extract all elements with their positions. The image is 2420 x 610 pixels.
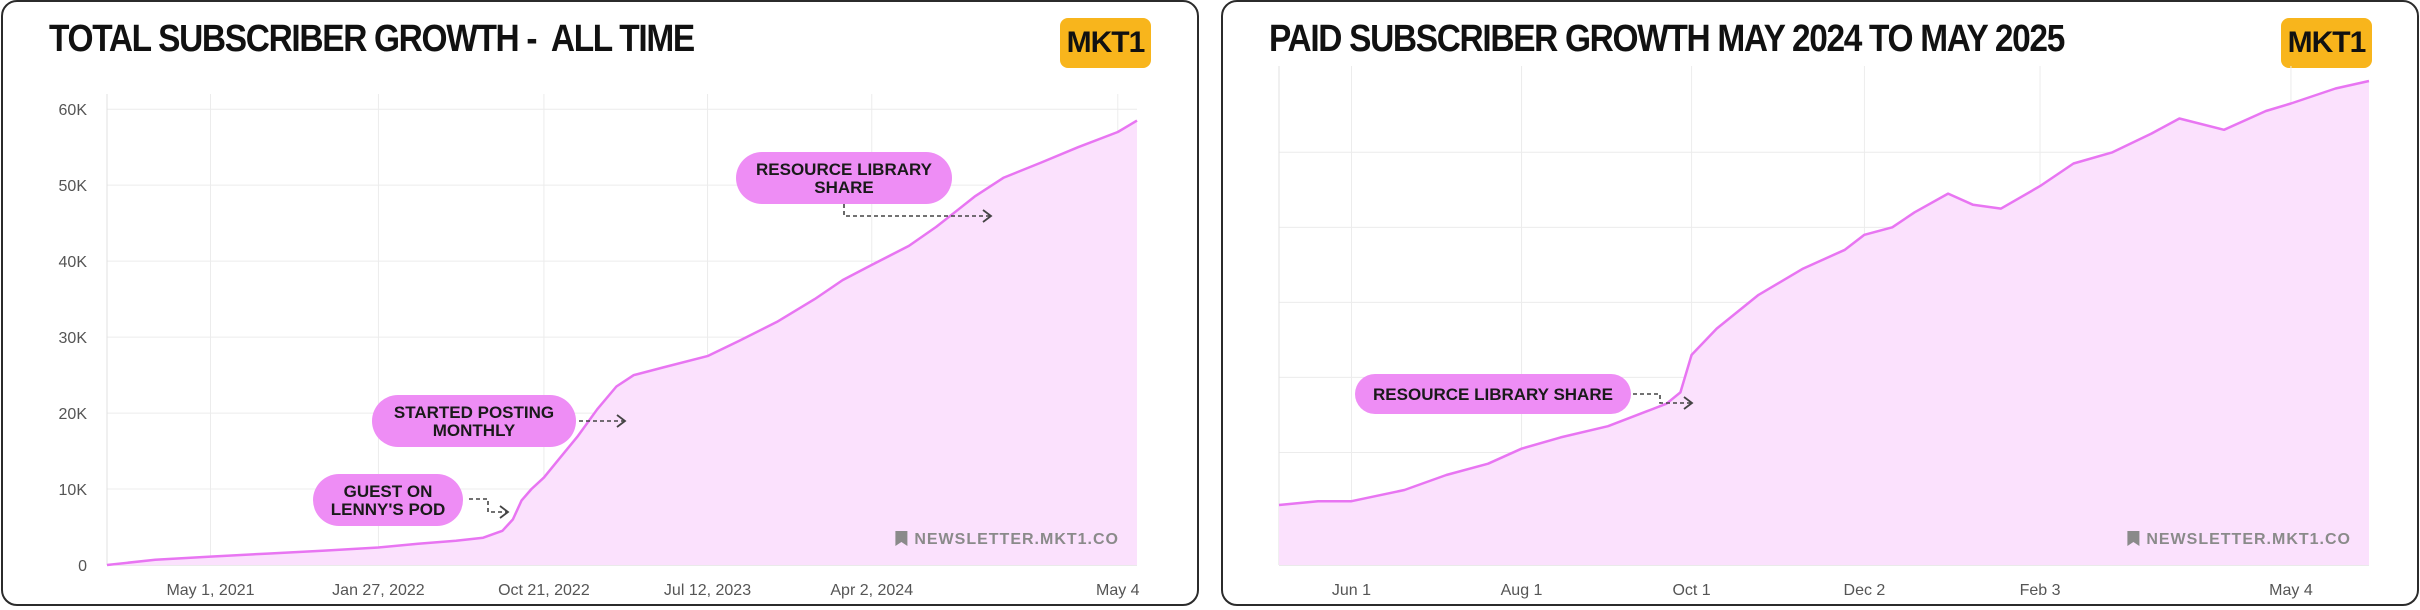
annotation-arrowhead [982,209,993,223]
x-tick-label: Apr 2, 2024 [830,582,913,599]
x-tick-label: Aug 1 [1501,582,1543,599]
annotation-arrowhead [616,414,627,428]
x-tick-label: Jan 27, 2022 [332,582,425,599]
annotation-label: SHARE [814,178,874,197]
chart-title: TOTAL SUBSCRIBER GROWTH - ALL TIME [49,18,695,60]
mkt1-logo: MKT1 [2281,18,2372,68]
paid-subscriber-chart-panel: PAID SUBSCRIBER GROWTH MAY 2024 TO MAY 2… [1221,0,2419,606]
annotation-arrow-line [843,204,991,217]
annotation-label: RESOURCE LIBRARY SHARE [1373,385,1613,404]
chart-title: PAID SUBSCRIBER GROWTH MAY 2024 TO MAY 2… [1269,18,2065,60]
annotation-label: RESOURCE LIBRARY [756,160,933,179]
y-tick-label: 50K [59,178,88,195]
x-tick-label: May 4 [2269,582,2313,599]
annotation-arrowhead [1683,396,1694,410]
x-tick-label: May 1, 2021 [166,582,254,599]
series-area [1279,81,2369,565]
x-tick-label: Dec 2 [1844,582,1886,599]
mkt1-logo: MKT1 [1060,18,1151,68]
y-tick-label: 0 [78,558,87,575]
annotation-pill [313,474,463,526]
total-subscriber-growth-plot: May 1, 2021 Jan 27, 2022 Oct 21, 2022 Jul 1… [59,94,1140,599]
x-tick-label: Oct 21, 2022 [498,582,590,599]
annotation-arrowhead [499,505,510,519]
annotation-label: GUEST ON [344,482,433,501]
annotation-pill [372,395,576,447]
y-tick-label: 30K [59,330,88,347]
x-tick-label: Oct 1 [1672,582,1710,599]
annotation-label: STARTED POSTING [394,403,554,422]
x-tick-label: Jun 1 [1332,582,1371,599]
series-line [106,119,1138,567]
bookmark-icon [2127,531,2140,546]
x-tick-label: Jul 12, 2023 [664,582,751,599]
annotation-label: LENNY'S POD [331,500,446,519]
annotation-pill [736,152,952,204]
y-tick-label: 10K [59,482,88,499]
paid-subscriber-growth-plot: Jun 1 Aug 1 Oct 1 Dec 2 Feb 3 May 4 NEWSLETTER… [1278,66,2370,599]
y-tick-label: 60K [59,102,88,119]
annotation-pill [1355,374,1631,414]
x-tick-label: May 4 [1096,582,1140,599]
annotation-label: MONTHLY [433,421,516,440]
annotation-arrow-line [1633,393,1692,404]
annotation-arrow-line [469,498,508,513]
bookmark-icon [895,531,908,546]
y-tick-label: 20K [59,406,88,423]
series-area [107,120,1137,565]
series-line [1278,79,2370,507]
total-subscriber-chart-panel: TOTAL SUBSCRIBER GROWTH - ALL TIME MKT1 … [1,0,1199,606]
x-tick-label: Feb 3 [2020,582,2061,599]
watermark-text: NEWSLETTER.MKT1.CO [914,531,1119,548]
annotation-callout: RESOURCE LIBRARY SHARE [1355,374,1694,414]
y-tick-label: 40K [59,254,88,271]
watermark-text: NEWSLETTER.MKT1.CO [2146,531,2351,548]
